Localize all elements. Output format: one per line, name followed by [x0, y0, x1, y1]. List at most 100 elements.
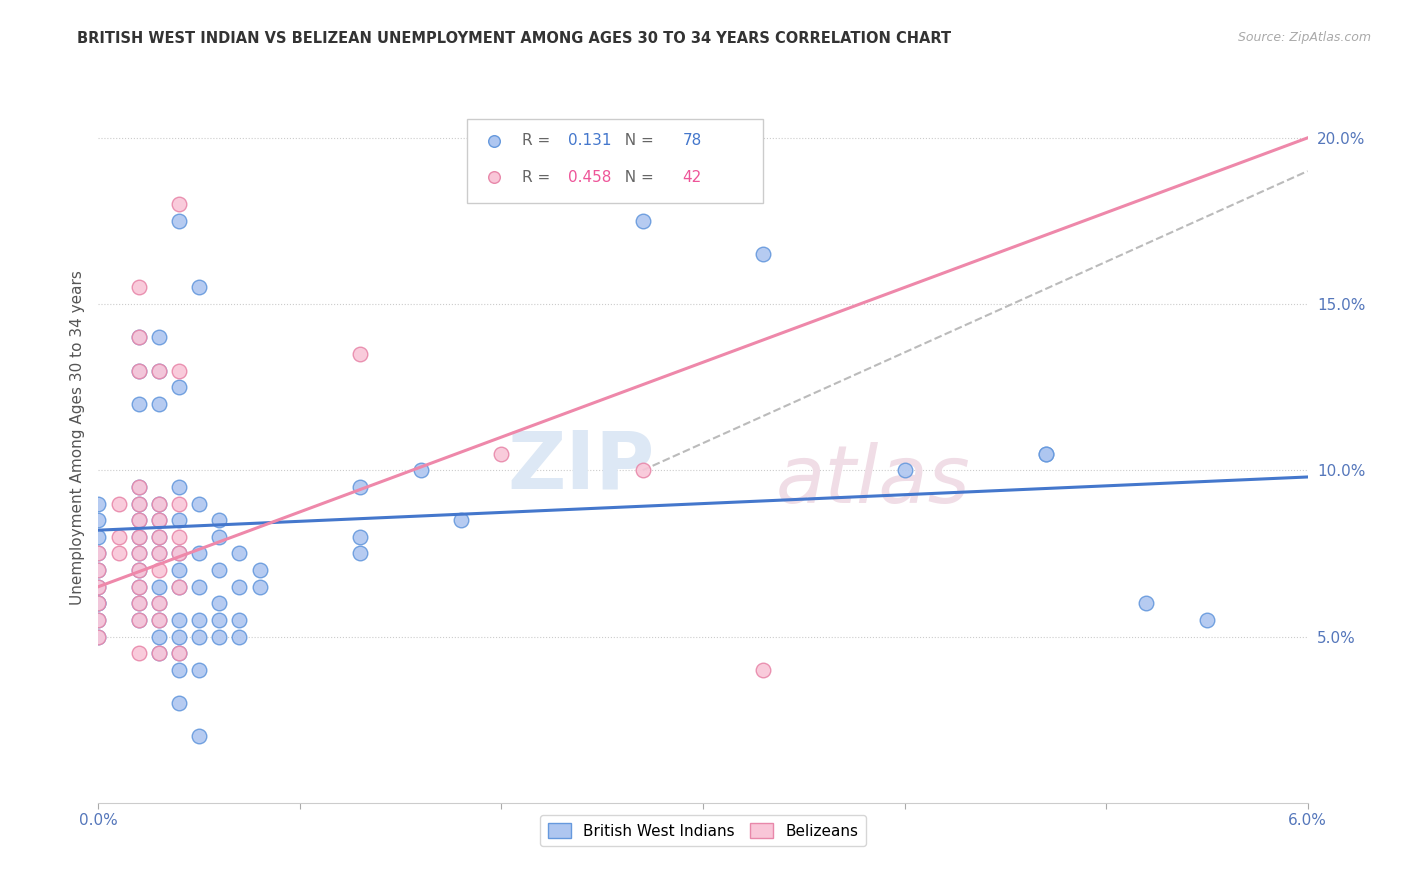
Point: [188, 630, 211, 644]
Point: [167, 580, 190, 594]
Point: [128, 363, 150, 377]
Point: [167, 613, 190, 627]
Point: [148, 630, 170, 644]
Point: [148, 513, 170, 527]
Point: [128, 513, 150, 527]
Point: [87, 497, 110, 511]
Point: [87, 580, 110, 594]
Point: [208, 513, 231, 527]
Point: [128, 613, 150, 627]
Point: [128, 596, 150, 610]
Point: [167, 646, 190, 660]
Point: [228, 580, 250, 594]
Text: 42: 42: [682, 169, 702, 185]
Point: [631, 463, 654, 477]
Point: [1195, 613, 1218, 627]
Point: [349, 530, 371, 544]
Point: [188, 580, 211, 594]
Point: [208, 630, 231, 644]
Text: 0.458: 0.458: [568, 169, 612, 185]
Point: [148, 330, 170, 344]
Point: [87, 596, 110, 610]
Point: [87, 630, 110, 644]
Point: [208, 613, 231, 627]
Point: [128, 497, 150, 511]
Point: [87, 613, 110, 627]
Text: Source: ZipAtlas.com: Source: ZipAtlas.com: [1237, 31, 1371, 45]
Text: 78: 78: [682, 133, 702, 148]
Point: [208, 563, 231, 577]
Point: [128, 280, 150, 294]
Point: [148, 530, 170, 544]
Point: [87, 596, 110, 610]
Text: atlas: atlas: [776, 442, 970, 520]
Point: [249, 580, 271, 594]
Point: [167, 480, 190, 494]
Point: [148, 646, 170, 660]
Point: [128, 363, 150, 377]
Point: [87, 580, 110, 594]
Point: [148, 596, 170, 610]
Text: ZIP: ZIP: [508, 427, 655, 506]
Point: [128, 646, 150, 660]
Point: [631, 214, 654, 228]
Point: [167, 214, 190, 228]
Point: [167, 546, 190, 560]
Point: [128, 613, 150, 627]
Point: [87, 613, 110, 627]
Point: [167, 197, 190, 211]
Point: [87, 563, 110, 577]
Point: [128, 563, 150, 577]
Point: [167, 380, 190, 394]
Point: [128, 596, 150, 610]
Point: [87, 546, 110, 560]
Text: 0.131: 0.131: [568, 133, 612, 148]
Point: [148, 497, 170, 511]
Point: [491, 447, 513, 461]
Point: [148, 613, 170, 627]
Text: R =: R =: [522, 133, 555, 148]
Point: [167, 363, 190, 377]
Point: [148, 530, 170, 544]
Text: N =: N =: [614, 169, 658, 185]
Point: [167, 696, 190, 710]
Point: [349, 347, 371, 361]
Point: [1035, 447, 1057, 461]
Point: [167, 630, 190, 644]
Point: [167, 513, 190, 527]
Point: [87, 546, 110, 560]
Point: [148, 596, 170, 610]
Point: [167, 646, 190, 660]
Point: [148, 513, 170, 527]
Point: [450, 513, 472, 527]
Point: [128, 546, 150, 560]
Point: [1135, 596, 1157, 610]
Point: [107, 530, 129, 544]
Point: [128, 563, 150, 577]
Point: [208, 530, 231, 544]
Point: [188, 613, 211, 627]
Point: [228, 630, 250, 644]
Point: [128, 580, 150, 594]
Point: [107, 497, 129, 511]
Point: [148, 613, 170, 627]
Point: [128, 546, 150, 560]
Point: [228, 613, 250, 627]
Point: [1035, 447, 1057, 461]
Point: [188, 663, 211, 677]
Point: [349, 546, 371, 560]
Point: [148, 363, 170, 377]
Point: [893, 463, 915, 477]
Text: R =: R =: [522, 169, 555, 185]
Point: [188, 729, 211, 743]
Point: [167, 497, 190, 511]
Point: [128, 513, 150, 527]
Point: [349, 480, 371, 494]
Point: [208, 596, 231, 610]
Point: [148, 363, 170, 377]
Point: [128, 530, 150, 544]
Point: [752, 247, 775, 261]
Point: [87, 563, 110, 577]
Point: [167, 580, 190, 594]
Point: [167, 530, 190, 544]
